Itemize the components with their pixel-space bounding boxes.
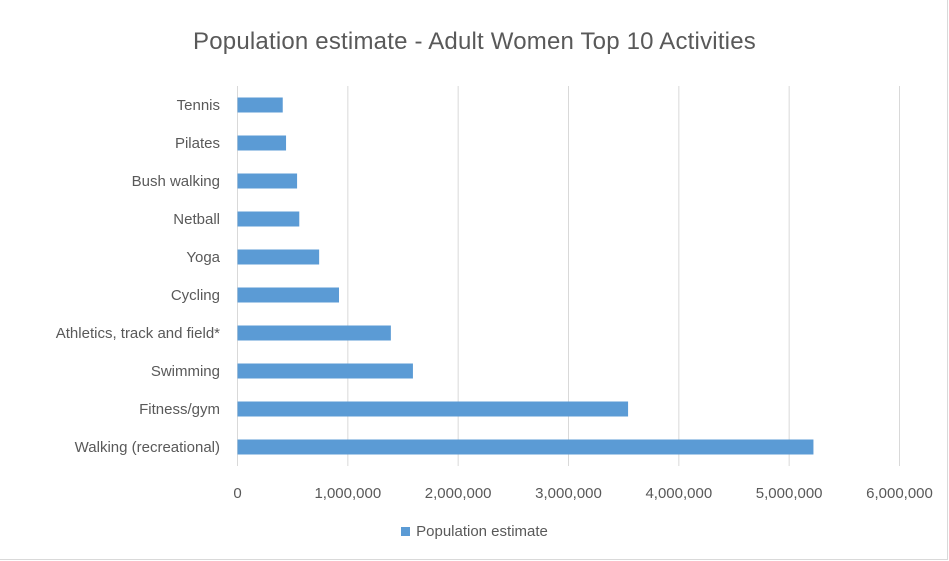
x-tick-label: 5,000,000 <box>756 485 823 502</box>
bar <box>237 173 298 189</box>
legend-label: Population estimate <box>416 523 548 540</box>
category-label: Cycling <box>171 287 220 304</box>
category-label: Pilates <box>175 135 220 152</box>
bar <box>237 249 320 265</box>
x-tick-label: 6,000,000 <box>866 485 933 502</box>
bar <box>237 401 629 417</box>
x-tick-label: 0 <box>233 485 241 502</box>
bar <box>237 135 287 151</box>
legend-swatch <box>401 527 411 536</box>
chart-title: Population estimate - Adult Women Top 10… <box>193 28 756 55</box>
x-tick-label: 2,000,000 <box>425 485 492 502</box>
bar <box>237 97 283 113</box>
x-tick-label: 1,000,000 <box>314 485 381 502</box>
x-tick-label: 4,000,000 <box>645 485 712 502</box>
category-labels: Tennis Pilates Bush walking Netball Yoga Cycl… <box>56 97 221 456</box>
category-label: Athletics, track and field* <box>56 325 220 342</box>
bar <box>237 287 340 303</box>
x-tick-label: 3,000,000 <box>535 485 602 502</box>
x-axis-tick-labels: 0 1,000,000 2,000,000 3,000,000 4,000,000 5,0… <box>233 485 933 502</box>
category-label: Walking (recreational) <box>75 439 220 456</box>
category-label: Yoga <box>186 249 220 266</box>
bar <box>237 325 391 341</box>
category-label: Swimming <box>151 363 220 380</box>
legend: Population estimate <box>0 523 949 540</box>
bar <box>237 211 300 227</box>
category-label: Netball <box>173 211 220 228</box>
bars <box>237 97 814 455</box>
category-label: Tennis <box>177 97 220 114</box>
category-label: Bush walking <box>132 173 220 190</box>
bar <box>237 363 413 379</box>
bar <box>237 439 814 455</box>
category-label: Fitness/gym <box>139 401 220 418</box>
